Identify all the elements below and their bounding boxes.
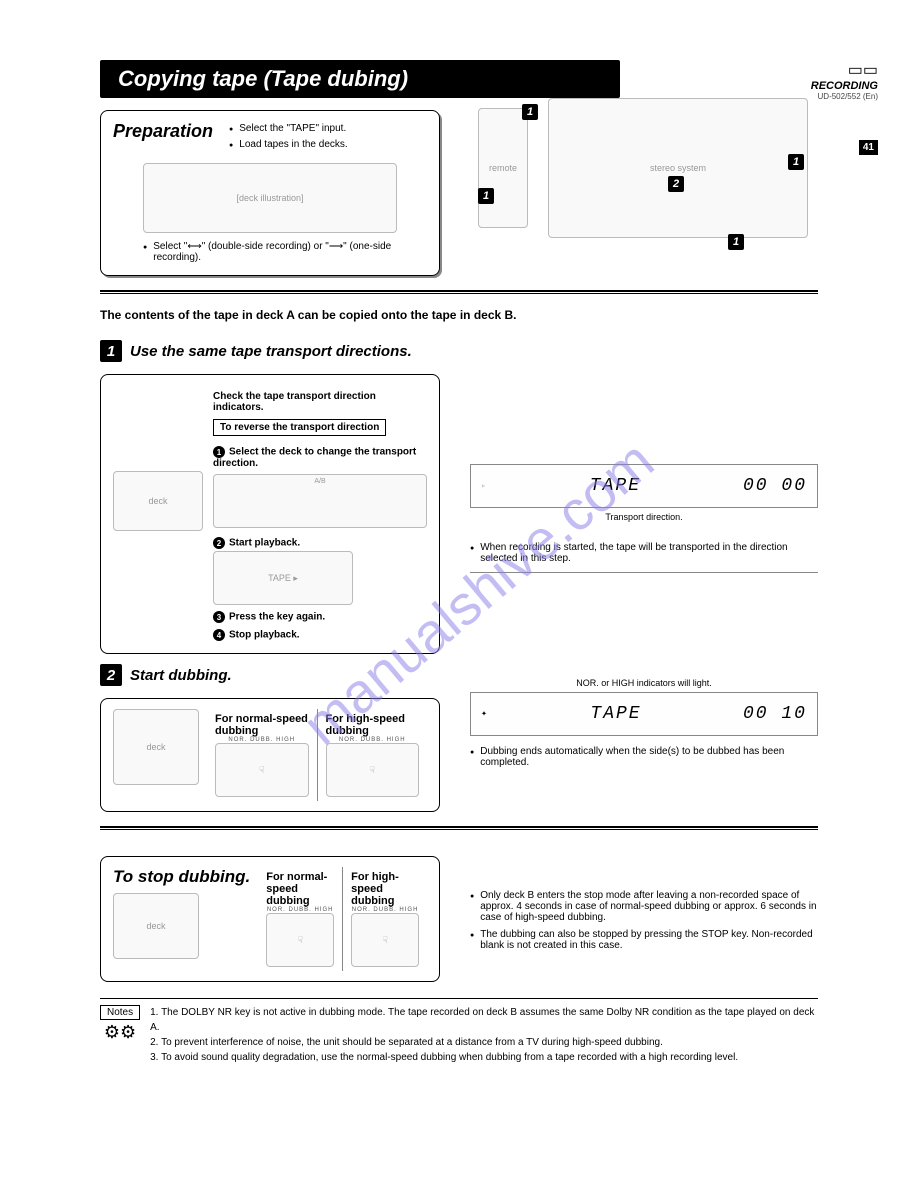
btn-labels-h: NOR. DUBB. HIGH xyxy=(326,737,420,743)
note-3: 3. To avoid sound quality degradation, u… xyxy=(150,1050,818,1065)
callout-1b: 1 xyxy=(478,188,494,204)
callout-1d: 1 xyxy=(728,234,744,250)
high-speed-label: For high-speed dubbing xyxy=(326,713,420,737)
step2-note: Dubbing ends automatically when the side… xyxy=(470,746,818,768)
step-1-panel: Check the tape transport direction indic… xyxy=(100,374,440,654)
btn-labels-n: NOR. DUBB. HIGH xyxy=(215,737,309,743)
step-1-badge: 1 xyxy=(100,340,122,362)
preparation-title: Preparation xyxy=(113,121,213,155)
gear-icon: ⚙⚙ xyxy=(100,1022,140,1043)
stop-note-1: Only deck B enters the stop mode after l… xyxy=(470,890,818,923)
reverse-box: To reverse the transport direction xyxy=(213,419,386,436)
page-number: 41 xyxy=(859,140,878,155)
lcd1-right: 00 00 xyxy=(743,476,807,496)
lcd-display-1: ▹ TAPE 00 00 xyxy=(470,464,818,508)
notes-label: Notes xyxy=(100,1005,140,1020)
lcd2-right: 00 10 xyxy=(743,704,807,724)
note-2: 2. To prevent interference of noise, the… xyxy=(150,1035,818,1050)
deck-illust-1: deck xyxy=(113,471,203,531)
stop-btn-h: NOR. DUBB. HIGH xyxy=(351,907,419,913)
divider-2 xyxy=(100,826,818,830)
recording-label: RECORDING xyxy=(811,80,878,92)
lcd1-left: TAPE xyxy=(590,476,641,496)
lcd2-top: NOR. or HIGH indicators will light. xyxy=(470,678,818,688)
step1-sub2: 2Start playback. xyxy=(213,537,427,549)
callout-2: 2 xyxy=(668,176,684,192)
hand-high: ☟ xyxy=(326,743,420,797)
stop-normal-label: For normal-speed dubbing xyxy=(266,871,334,907)
divider xyxy=(100,290,818,294)
step-1-title: Use the same tape transport directions. xyxy=(130,343,412,360)
stop-high-label: For high-speed dubbing xyxy=(351,871,419,907)
stop-note-2: The dubbing can also be stopped by press… xyxy=(470,929,818,951)
hand-illust-1: A/B xyxy=(213,474,427,528)
header-right: ▭▭ RECORDING UD-502/552 (En) xyxy=(811,60,878,101)
step1-sub3: 3Press the key again. xyxy=(213,611,427,623)
stop-hand-h: ☟ xyxy=(351,913,419,967)
preparation-panel: Preparation Select the "TAPE" input. Loa… xyxy=(100,110,440,276)
lcd1-caption: Transport direction. xyxy=(470,512,818,522)
model-number: UD-502/552 (En) xyxy=(811,92,878,101)
stop-btn-n: NOR. DUBB. HIGH xyxy=(266,907,334,913)
cassette-icon: ▭▭ xyxy=(811,60,878,80)
deck-illust-3: deck xyxy=(113,893,199,959)
lcd-display-2: ✦ TAPE 00 10 xyxy=(470,692,818,736)
deck-illust-2: deck xyxy=(113,709,199,785)
system-illustration: remote stereo system 1 1 2 1 1 xyxy=(478,98,818,248)
step-2-badge: 2 xyxy=(100,664,122,686)
stop-panel: To stop dubbing. deck For normal-speed d… xyxy=(100,856,440,982)
step-2-panel: deck For normal-speed dubbing NOR. DUBB.… xyxy=(100,698,440,812)
stop-hand-n: ☟ xyxy=(266,913,334,967)
callout-1c: 1 xyxy=(788,154,804,170)
notes-section: Notes ⚙⚙ 1. The DOLBY NR key is not acti… xyxy=(100,998,818,1065)
prep-illustration: [deck illustration] xyxy=(143,163,397,233)
stop-title: To stop dubbing. xyxy=(113,867,250,887)
prep-footer: Select "⟷" (double-side recording) or "⟶… xyxy=(143,241,427,263)
prep-bullet-2: Load tapes in the decks. xyxy=(229,139,427,153)
note-1: 1. The DOLBY NR key is not active in dub… xyxy=(150,1005,818,1035)
page-title: Copying tape (Tape dubing) xyxy=(100,60,620,98)
callout-1a: 1 xyxy=(522,104,538,120)
step1-note: When recording is started, the tape will… xyxy=(470,542,818,564)
prep-bullet-1: Select the "TAPE" input. xyxy=(229,123,427,137)
normal-speed-label: For normal-speed dubbing xyxy=(215,713,309,737)
hand-illust-2: TAPE ▸ xyxy=(213,551,353,605)
hand-normal: ☟ xyxy=(215,743,309,797)
intro-text: The contents of the tape in deck A can b… xyxy=(100,308,818,322)
step1-check: Check the tape transport direction indic… xyxy=(213,391,427,413)
step-2-title: Start dubbing. xyxy=(130,667,232,684)
lcd2-left: TAPE xyxy=(590,704,641,724)
step1-sub1: 1Select the deck to change the transport… xyxy=(213,446,427,469)
step1-sub4: 4Stop playback. xyxy=(213,629,427,641)
